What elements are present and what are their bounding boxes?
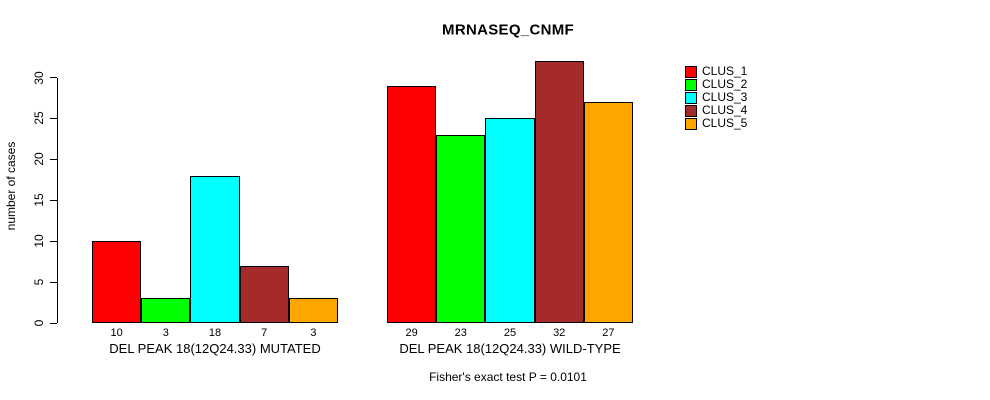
bar-clus-5 xyxy=(583,102,633,323)
bar-value-label: 27 xyxy=(602,327,615,339)
legend-item: CLUS_1 xyxy=(685,65,747,78)
legend: CLUS_1 CLUS_2 CLUS_3 CLUS_4 CLUS_5 xyxy=(685,65,747,130)
bar-clus-1 xyxy=(387,85,437,323)
legend-label: CLUS_2 xyxy=(702,77,748,91)
legend-swatch-icon xyxy=(685,78,697,91)
legend-item: CLUS_2 xyxy=(685,78,747,91)
y-axis-tick xyxy=(50,199,57,201)
legend-swatch-icon xyxy=(685,91,697,104)
y-axis-tick-label: 10 xyxy=(32,234,46,248)
y-axis-tick-label: 0 xyxy=(32,319,46,327)
y-axis-tick xyxy=(50,117,57,119)
bar-clus-2 xyxy=(141,298,191,323)
x-axis-group-label: DEL PEAK 18(12Q24.33) MUTATED xyxy=(109,341,321,356)
y-axis-tick xyxy=(50,77,57,78)
y-axis-title: number of cases xyxy=(4,141,18,231)
bar-clus-1 xyxy=(92,241,142,323)
legend-swatch-icon xyxy=(685,65,697,78)
bar-value-label: 25 xyxy=(503,327,517,339)
bar-clus-4 xyxy=(534,61,584,323)
bar-value-label: 18 xyxy=(208,327,222,339)
bar-clus-5 xyxy=(288,298,338,323)
x-axis-group-label: DEL PEAK 18(12Q24.33) WILD-TYPE xyxy=(399,341,621,356)
y-axis-line xyxy=(57,77,58,323)
bar-value-label: 10 xyxy=(110,327,123,339)
bar-value-label: 7 xyxy=(261,327,268,339)
y-axis-tick xyxy=(50,240,57,242)
legend-swatch-icon xyxy=(685,117,697,130)
bar-value-label: 32 xyxy=(553,327,566,339)
bar-value-label: 29 xyxy=(405,327,418,339)
legend-swatch-icon xyxy=(685,104,697,117)
legend-label: CLUS_4 xyxy=(702,103,748,117)
y-axis-tick-label: 25 xyxy=(32,111,46,126)
legend-label: CLUS_5 xyxy=(702,116,748,130)
bar-value-label: 3 xyxy=(162,327,169,339)
y-axis-tick-label: 20 xyxy=(32,152,46,167)
bar-value-label: 23 xyxy=(454,327,467,339)
chart-title: MRNASEQ_CNMF xyxy=(442,21,574,39)
bar-clus-3 xyxy=(485,118,535,323)
y-axis-tick xyxy=(50,158,57,160)
y-axis-tick-label: 5 xyxy=(32,278,46,286)
bar-value-label: 3 xyxy=(310,327,317,339)
legend-item: CLUS_3 xyxy=(685,91,747,104)
legend-item: CLUS_4 xyxy=(685,104,747,117)
annotation-text: Fisher's exact test P = 0.0101 xyxy=(429,370,587,384)
y-axis-tick xyxy=(50,322,57,324)
legend-item: CLUS_5 xyxy=(685,117,747,130)
bar-clus-3 xyxy=(190,175,240,323)
legend-label: CLUS_3 xyxy=(702,90,748,104)
y-axis-tick-label: 15 xyxy=(32,193,46,207)
y-axis-tick-label: 30 xyxy=(32,70,46,85)
legend-label: CLUS_1 xyxy=(702,64,748,78)
bar-clus-2 xyxy=(436,134,486,323)
y-axis-tick xyxy=(50,281,57,283)
bar-clus-4 xyxy=(239,265,289,323)
